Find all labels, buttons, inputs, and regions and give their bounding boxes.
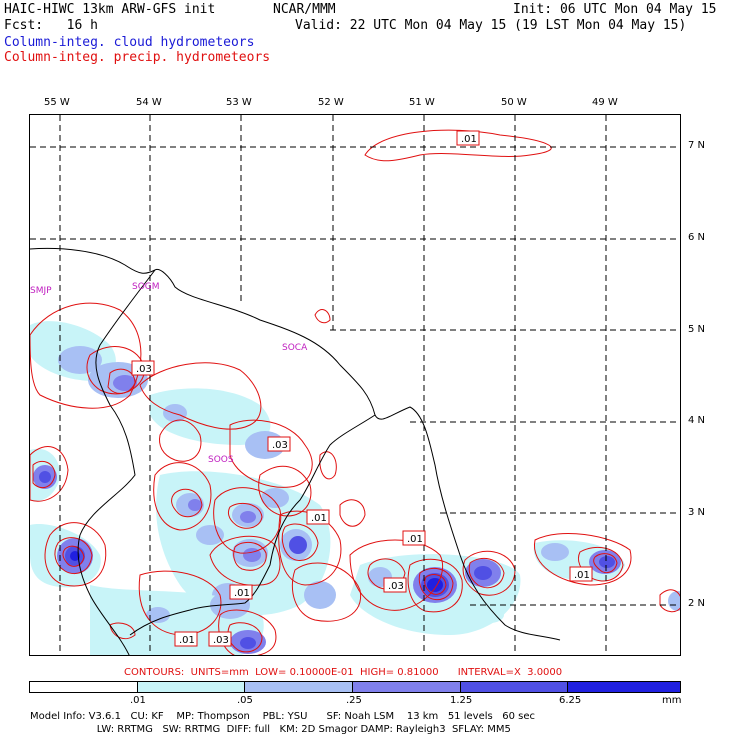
lat-label: 4 N [688,415,706,426]
contour-label: .01 [179,635,195,646]
model-info-line1: Model Info: V3.6.1 CU: KF MP: Thompson P… [30,711,536,722]
colorbar-tick: .05 [237,695,253,706]
lat-label: 6 N [688,232,706,243]
chart-title: HAIC-HIWC 13km ARW-GFS init [4,2,216,17]
contour-label: .03 [213,635,229,646]
org-label: NCAR/MMM [273,2,336,17]
cloud-shading [30,321,680,655]
coastlines [30,247,561,655]
colorbar-swatch [568,682,681,692]
latlon-grid [30,115,680,655]
contour-label: .01 [311,513,327,524]
lat-label: 2 N [688,598,706,609]
colorbar [29,681,681,693]
init-time: Init: 06 UTC Mon 04 May 15 [513,2,717,17]
legend-precip: Column-integ. precip. hydrometeors [4,50,271,65]
contour-label: .01 [234,588,250,599]
forecast-hour: Fcst: 16 h [4,18,98,33]
colorbar-swatch [30,682,138,692]
lon-label: 52 W [318,97,344,108]
lat-label: 7 N [688,140,706,151]
lon-label: 49 W [592,97,618,108]
map-canvas: SMJP SOGM SOCA SOOS .01 .03 .03 .01 .01 … [30,115,680,655]
contour-label: .01 [461,134,477,145]
lon-label: 54 W [136,97,162,108]
model-info-line2: LW: RRTMG SW: RRTMG DIFF: full KM: 2D Sm… [30,724,511,735]
contour-info: CONTOURS: UNITS=mm LOW= 0.10000E-01 HIGH… [124,667,563,678]
colorbar-tick: 1.25 [450,695,473,706]
lon-label: 55 W [44,97,70,108]
lon-label: 51 W [409,97,435,108]
contour-label: .03 [388,581,404,592]
contour-label: .03 [136,364,152,375]
station-label: SOOS [208,455,234,465]
lon-label: 53 W [226,97,252,108]
legend-cloud: Column-integ. cloud hydrometeors [4,35,255,50]
lon-label: 50 W [501,97,527,108]
colorbar-tick: .25 [346,695,362,706]
colorbar-tick: 6.25 [559,695,582,706]
colorbar-unit: mm [662,695,682,706]
lat-label: 5 N [688,324,706,335]
contour-label: .03 [272,440,288,451]
colorbar-tick: .01 [130,695,146,706]
station-label: SOCA [282,343,308,353]
contour-label: .01 [407,534,423,545]
colorbar-swatch [245,682,354,692]
valid-time: Valid: 22 UTC Mon 04 May 15 (19 LST Mon … [295,18,687,33]
station-label: SMJP [30,286,52,296]
lat-label: 3 N [688,507,706,518]
station-label: SOGM [132,282,160,292]
contour-label: .01 [574,570,590,581]
colorbar-swatch [137,682,246,692]
colorbar-swatch [353,682,461,692]
colorbar-swatch [460,682,569,692]
map-panel[interactable]: SMJP SOGM SOCA SOOS .01 .03 .03 .01 .01 … [29,114,681,656]
